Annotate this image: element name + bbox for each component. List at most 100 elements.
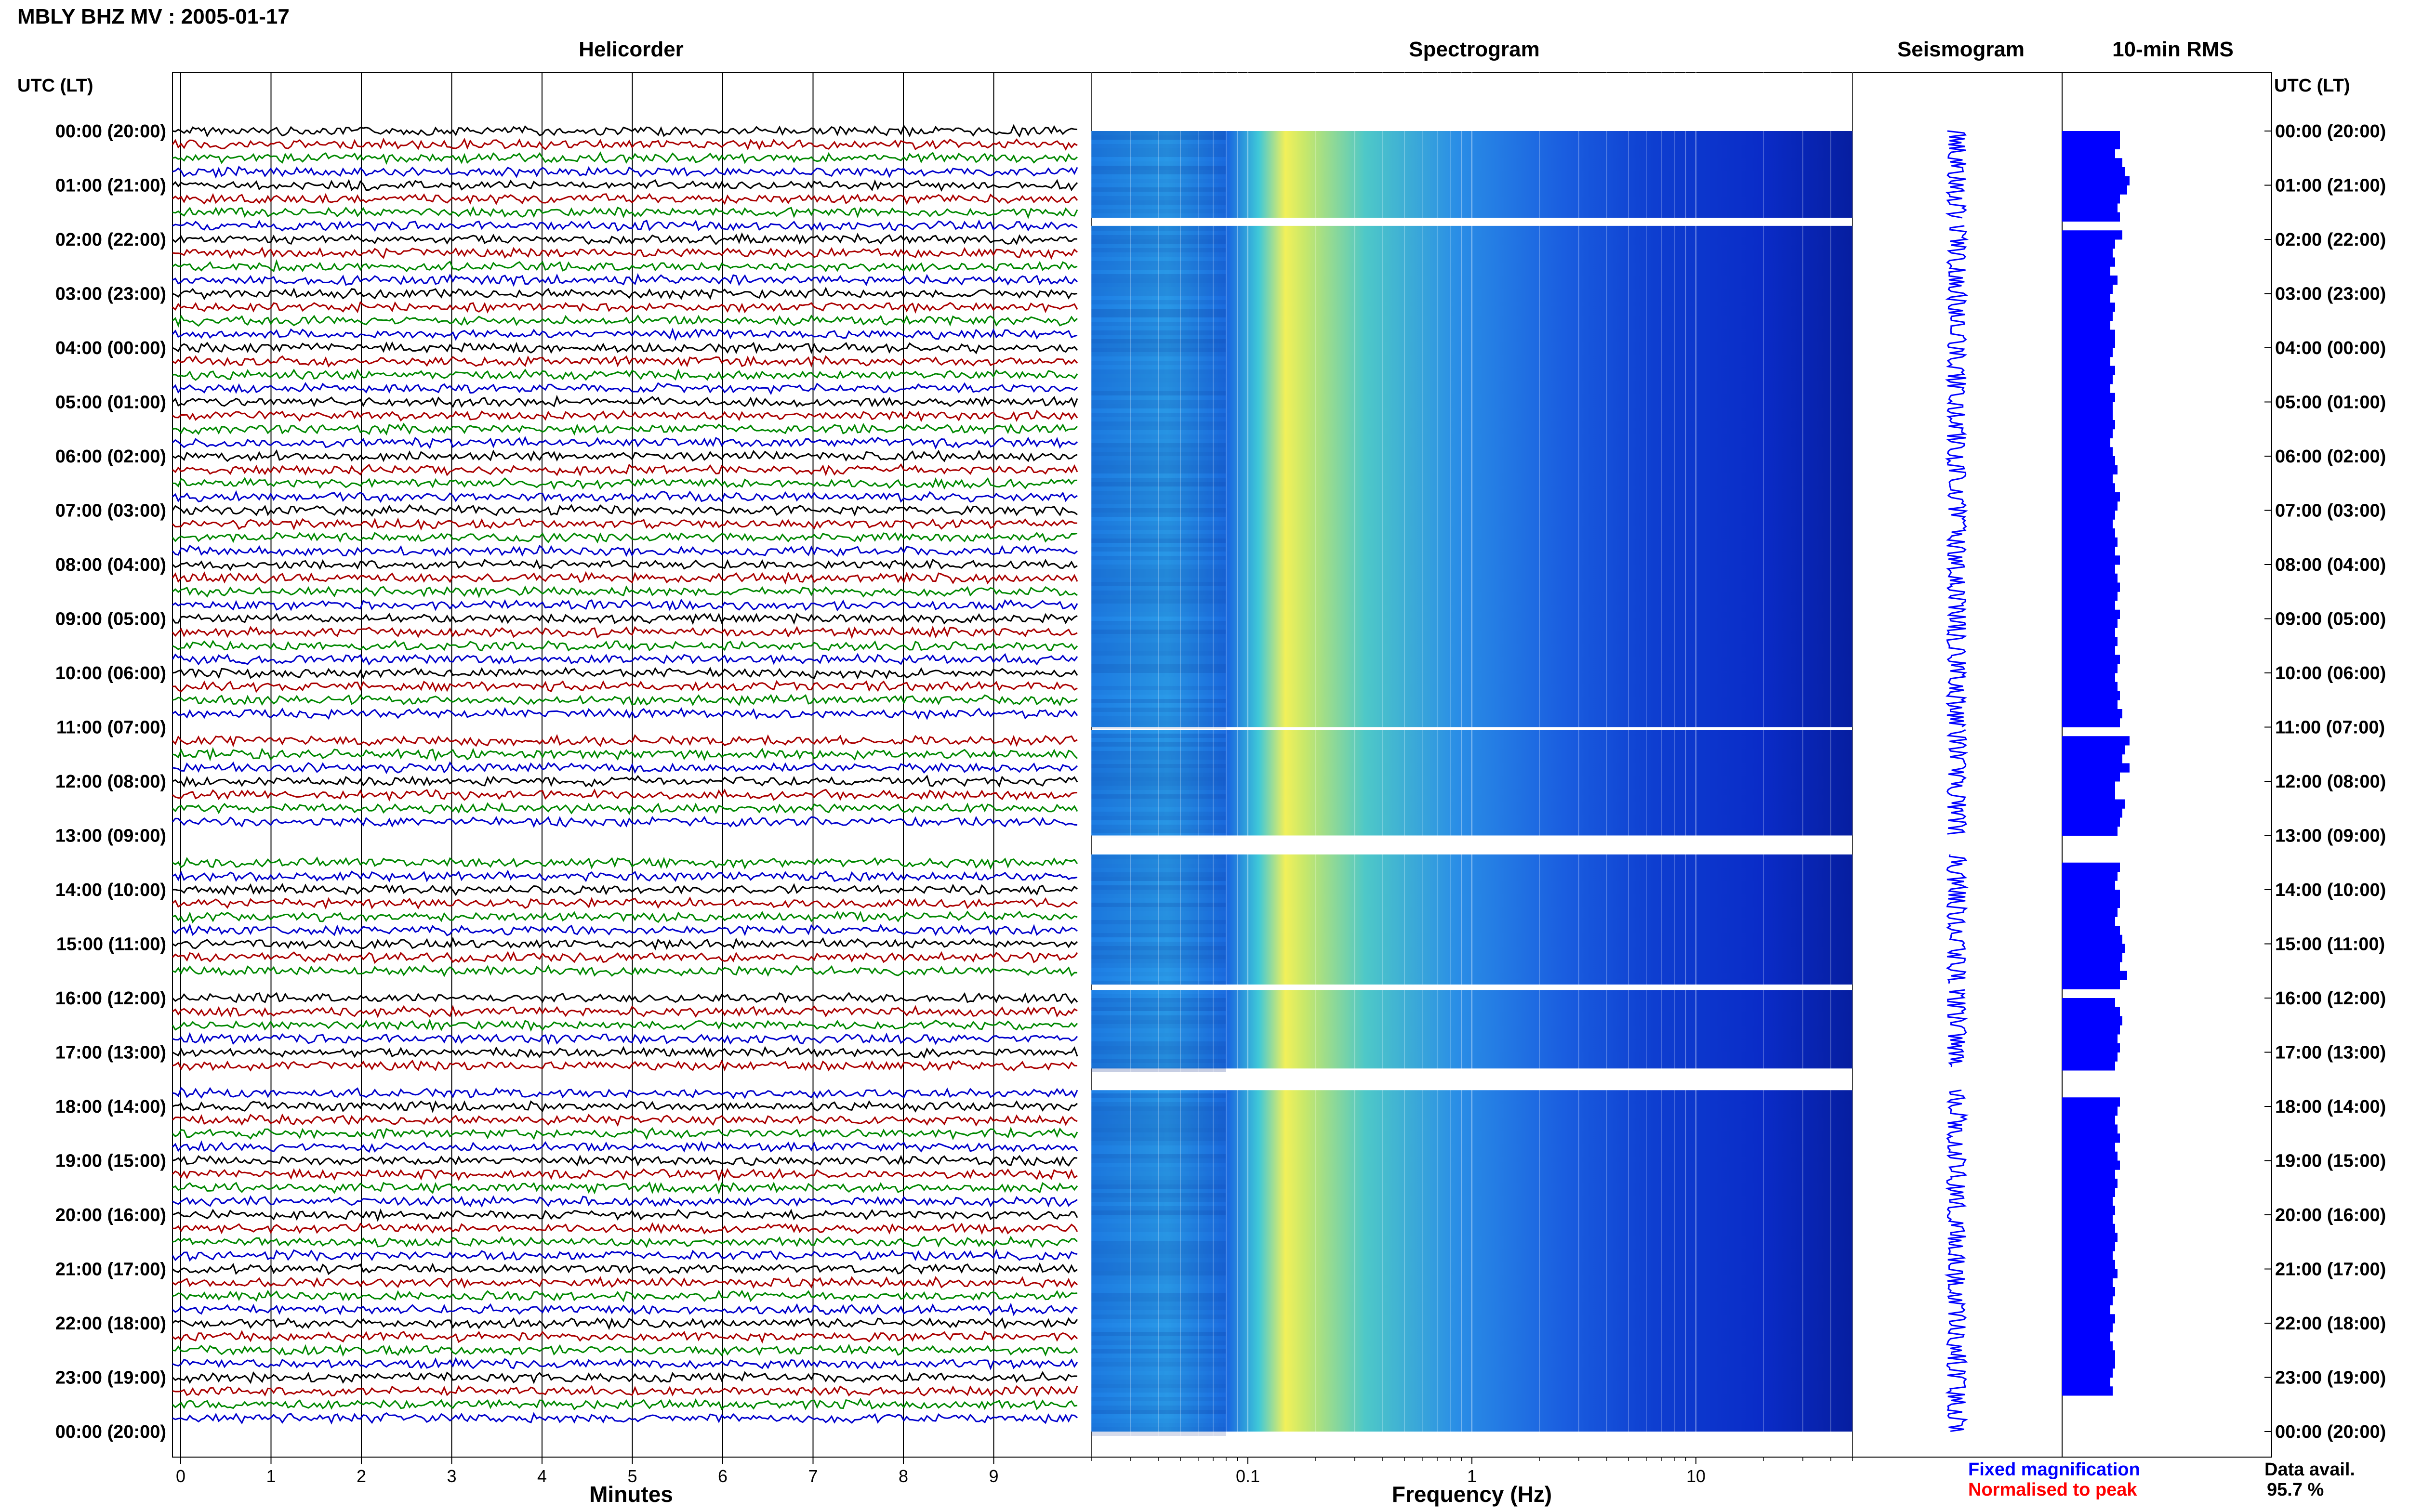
time-label-left: 00:00 (20:00): [55, 1422, 166, 1442]
helicorder-trace: [172, 314, 1078, 328]
right-time-axis: UTC (LT) 00:00 (20:00) 01:00 (21:00) 02:00 …: [2264, 76, 2386, 1442]
time-label-left: 18:00 (14:00): [55, 1097, 166, 1117]
rms-bar: [2062, 329, 2115, 339]
time-label-left: 00:00 (20:00): [55, 121, 166, 142]
helicorder-trace: [172, 910, 1078, 924]
helicorder-trace: [172, 613, 1078, 625]
minute-tick-label: 5: [627, 1466, 637, 1486]
rms-bar: [2062, 881, 2115, 890]
time-label-right: 04:00 (00:00): [2275, 338, 2386, 358]
rms-bar: [2062, 131, 2120, 141]
helicorder-trace: [172, 151, 1078, 165]
rms-bar: [2062, 248, 2113, 258]
rms-bar: [2062, 1016, 2122, 1026]
helicorder-trace: [172, 1113, 1078, 1127]
rms-bar: [2062, 176, 2130, 185]
rms-bar: [2062, 1269, 2118, 1278]
time-label-left: 16:00 (12:00): [55, 988, 166, 1009]
helicorder-trace: [172, 246, 1078, 260]
time-label-left: 19:00 (15:00): [55, 1151, 166, 1171]
helicorder-trace: [172, 1195, 1078, 1208]
time-label-right: 05:00 (01:00): [2275, 393, 2386, 413]
helicorder-trace: [172, 856, 1078, 870]
minute-tick-label: 7: [808, 1466, 818, 1486]
time-label-right: 20:00 (16:00): [2275, 1205, 2386, 1225]
helicorder-trace: [172, 449, 1078, 462]
rms-bar: [2062, 1106, 2118, 1116]
time-label-right: 23:00 (19:00): [2275, 1368, 2386, 1388]
time-label-left: 21:00 (17:00): [55, 1260, 166, 1280]
minute-tick-label: 9: [989, 1466, 998, 1486]
rms-bar: [2062, 375, 2113, 384]
rms-bar: [2062, 1196, 2113, 1206]
minute-tick-label: 6: [718, 1466, 728, 1486]
rms-bar: [2062, 203, 2118, 213]
rms-bar: [2062, 664, 2118, 673]
helicorder-trace: [172, 422, 1078, 436]
rms-bar: [2062, 609, 2120, 619]
rms-bar: [2062, 528, 2115, 538]
helicorder-trace: [172, 273, 1078, 287]
rms-bar: [2062, 1007, 2120, 1016]
minute-tick-label: 8: [899, 1466, 908, 1486]
time-label-left: 04:00 (00:00): [55, 338, 166, 358]
time-label-left: 22:00 (18:00): [55, 1314, 166, 1334]
helicorder-trace: [172, 734, 1078, 748]
rms-bar: [2062, 565, 2115, 574]
helicorder-trace: [172, 165, 1078, 179]
helicorder-trace: [172, 1357, 1078, 1370]
time-label-left: 03:00 (23:00): [55, 284, 166, 304]
helicorder-trace: [172, 653, 1078, 666]
rms-bar: [2062, 926, 2120, 935]
time-label-right: 17:00 (13:00): [2275, 1043, 2386, 1063]
rms-bar: [2062, 1368, 2113, 1378]
rms-bar: [2062, 1223, 2115, 1233]
time-label-right: 18:00 (14:00): [2275, 1097, 2386, 1117]
rms-bar: [2062, 826, 2118, 836]
rms-bar: [2062, 618, 2118, 628]
helicorder-trace: [172, 1168, 1078, 1182]
helicorder-trace: [172, 1154, 1078, 1167]
rms-bar: [2062, 1251, 2113, 1261]
helicorder-trace: [172, 1412, 1078, 1425]
helicorder-trace: [172, 1005, 1078, 1018]
data-availability-label: Data avail.: [2264, 1459, 2355, 1480]
time-label-right: 06:00 (02:00): [2275, 447, 2386, 467]
helicorder-trace: [172, 936, 1078, 951]
helicorder-trace: [172, 1208, 1078, 1223]
rms-bar: [2062, 230, 2122, 240]
rms-bar: [2062, 266, 2110, 276]
rms-bar: [2062, 393, 2115, 402]
time-label-left: 12:00 (08:00): [55, 772, 166, 792]
helicorder-trace: [172, 544, 1078, 557]
helicorder-trace: [172, 1289, 1078, 1302]
helicorder-trace: [172, 558, 1078, 571]
frequency-tick-label: 0.1: [1236, 1466, 1260, 1486]
rms-bar: [2062, 799, 2125, 809]
rms-bar: [2062, 962, 2120, 972]
time-label-right: 13:00 (09:00): [2275, 826, 2386, 846]
helicorder-trace: [172, 1385, 1078, 1397]
rms-bar: [2062, 1151, 2118, 1161]
left-axis-header: UTC (LT): [17, 76, 93, 96]
time-label-right: 00:00 (20:00): [2275, 1422, 2386, 1442]
time-label-right: 09:00 (05:00): [2275, 609, 2386, 630]
rms-bar: [2062, 465, 2118, 474]
rms-bar: [2062, 1143, 2115, 1152]
helicorder-trace: [172, 1018, 1078, 1032]
seismogram-trace: [1947, 989, 1968, 1067]
helicorder-trace: [172, 598, 1078, 612]
helicorder-trace: [172, 680, 1078, 693]
rms-bar: [2062, 1314, 2115, 1324]
time-label-right: 00:00 (20:00): [2275, 121, 2386, 142]
helicorder-trace: [172, 517, 1077, 531]
rms-bar: [2062, 1170, 2115, 1179]
rms-bar: [2062, 971, 2127, 980]
seismogram-trace: [1946, 729, 1968, 835]
helicorder-trace: [172, 1397, 1078, 1411]
rms-bar: [2062, 953, 2122, 962]
rms-bar: [2062, 284, 2113, 294]
rms-bar: [2062, 293, 2110, 303]
frequency-tick-label: 10: [1686, 1466, 1706, 1486]
